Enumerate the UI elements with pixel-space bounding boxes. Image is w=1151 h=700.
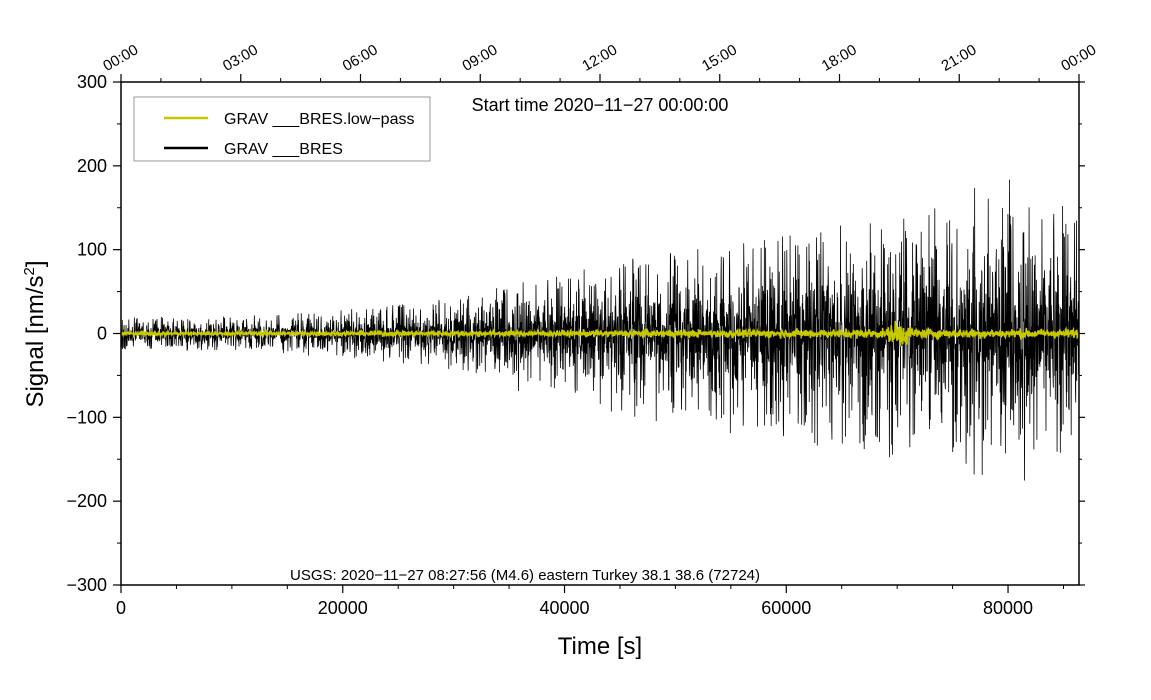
start-time-label: Start time 2020−11−27 00:00:00 [472, 95, 729, 115]
series-raw-trace [121, 179, 1079, 481]
low-pass-trace-path [121, 320, 1079, 347]
x-axis: 0 20000 40000 60000 80000 [116, 585, 1064, 618]
top-time-axis: 00:00 03:00 06:00 09:00 12:00 15:00 18:00 21:00… [100, 41, 1099, 82]
top-tick-label: 00:00 [1058, 41, 1099, 74]
y-tick-label: 0 [97, 324, 107, 344]
x-axis-title: Time [s] [558, 633, 642, 660]
x-tick-label: 80000 [983, 598, 1033, 618]
plot-area [121, 179, 1079, 481]
x-tick-label: 0 [116, 598, 126, 618]
y-tick-label: 100 [77, 240, 107, 260]
event-annotation: USGS: 2020−11−27 08:27:56 (M4.6) eastern… [290, 567, 760, 584]
x-tick-label: 60000 [761, 598, 811, 618]
y-axis: 300 200 100 0 −100 −200 −300 [66, 72, 1085, 595]
top-tick-label: 03:00 [220, 41, 261, 74]
legend-label-raw: GRAV ___BRES [224, 141, 343, 158]
y-tick-label: −200 [66, 491, 107, 511]
legend-label-low-pass: GRAV ___BRES.low−pass [224, 111, 414, 128]
legend-box [133, 96, 431, 162]
top-tick-label: 15:00 [699, 41, 740, 74]
legend: GRAV ___BRES.low−pass GRAV ___BRES [133, 96, 431, 162]
top-tick-label: 09:00 [459, 41, 500, 74]
y-tick-label: 200 [77, 156, 107, 176]
y-tick-label: −300 [66, 575, 107, 595]
raw-trace-path [121, 179, 1079, 481]
top-tick-label: 21:00 [938, 41, 979, 74]
x-tick-label: 40000 [539, 598, 589, 618]
y-axis-title: Signal [nm/s2] [21, 260, 49, 407]
top-tick-label: 18:00 [819, 41, 860, 74]
top-tick-label: 00:00 [100, 41, 141, 74]
y-tick-label: −100 [66, 407, 107, 427]
x-tick-label: 20000 [318, 598, 368, 618]
y-tick-label: 300 [77, 72, 107, 92]
y-axis-title-superscript: 2 [21, 267, 38, 275]
series-low-pass-trace [121, 320, 1079, 347]
top-tick-label: 06:00 [340, 41, 381, 74]
y-axis-title-main: Signal [nm/s [22, 275, 49, 407]
y-axis-title-tail: ] [22, 260, 49, 267]
top-tick-label: 12:00 [579, 41, 620, 74]
